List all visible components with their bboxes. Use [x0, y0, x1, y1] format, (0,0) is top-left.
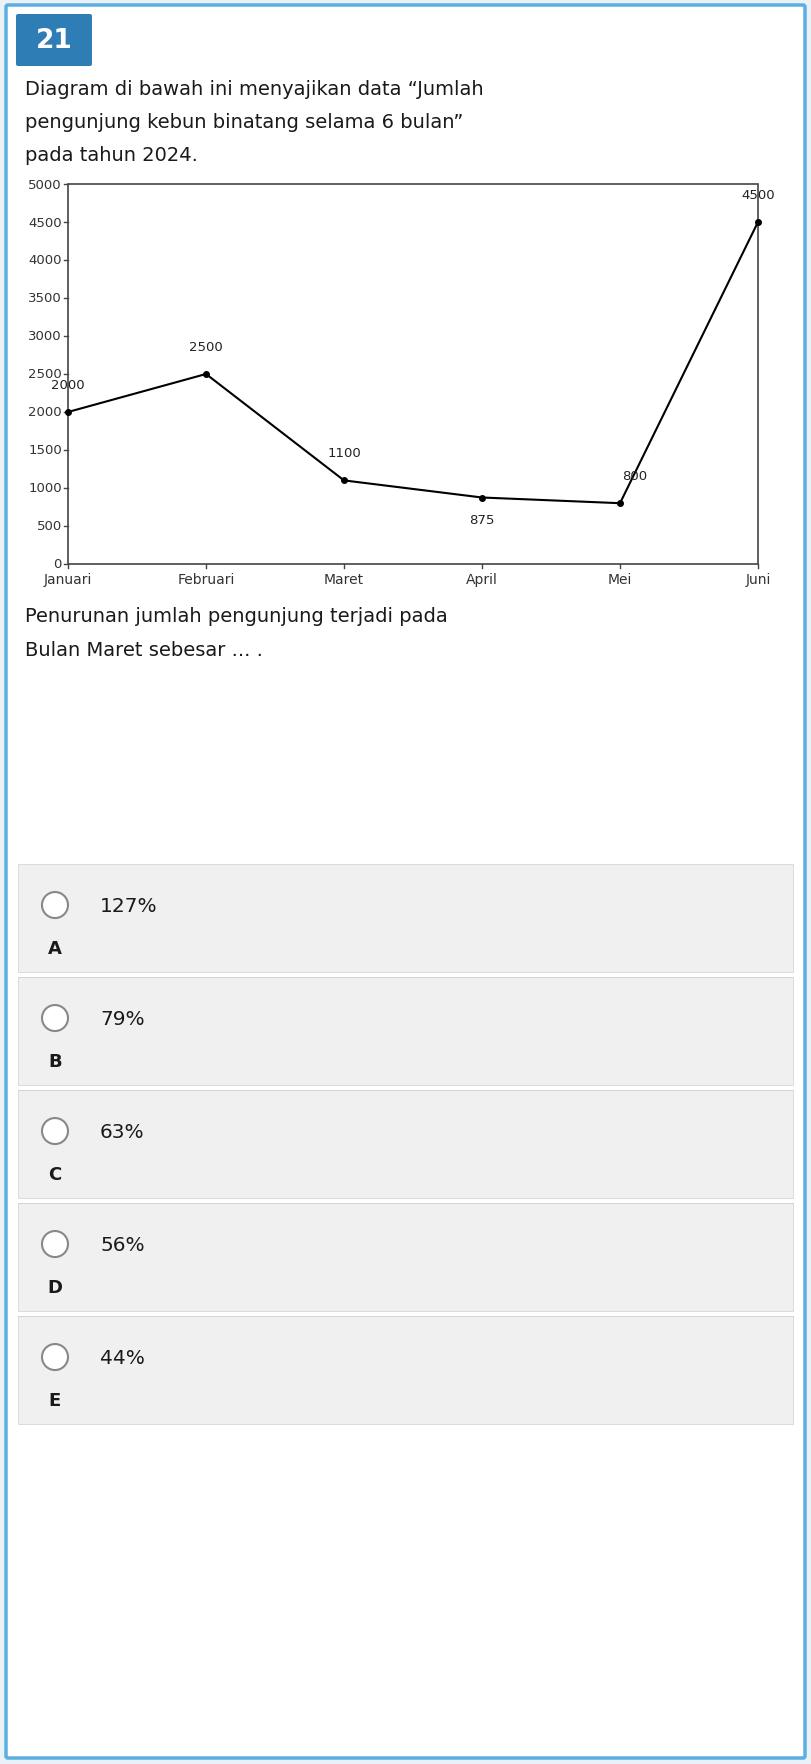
Text: 56%: 56%: [100, 1235, 144, 1254]
Text: 21: 21: [36, 28, 72, 55]
Text: 500: 500: [36, 520, 62, 533]
Text: 5000: 5000: [28, 178, 62, 191]
Text: pada tahun 2024.: pada tahun 2024.: [25, 146, 198, 164]
Text: Februari: Februari: [178, 573, 234, 587]
Text: Juni: Juni: [745, 573, 770, 587]
Bar: [18, 1203, 793, 1311]
Bar: [18, 1090, 793, 1198]
Text: E: E: [49, 1392, 61, 1409]
Circle shape: [42, 1344, 68, 1371]
Text: 2500: 2500: [189, 340, 223, 355]
Bar: [18, 1316, 793, 1424]
Circle shape: [42, 1005, 68, 1032]
Text: 875: 875: [470, 513, 495, 526]
Text: April: April: [466, 573, 498, 587]
FancyBboxPatch shape: [6, 5, 805, 1759]
Bar: [18, 864, 793, 972]
Circle shape: [42, 893, 68, 919]
Text: 2500: 2500: [28, 369, 62, 381]
Text: 44%: 44%: [100, 1348, 145, 1367]
Text: Januari: Januari: [44, 573, 92, 587]
Text: Penurunan jumlah pengunjung terjadi pada: Penurunan jumlah pengunjung terjadi pada: [25, 607, 448, 626]
Text: 800: 800: [622, 469, 647, 483]
Text: 3000: 3000: [28, 330, 62, 344]
Text: 2000: 2000: [28, 406, 62, 420]
Text: 4000: 4000: [28, 254, 62, 268]
Circle shape: [42, 1118, 68, 1145]
Text: 2000: 2000: [51, 379, 85, 392]
Text: B: B: [48, 1053, 62, 1071]
FancyBboxPatch shape: [16, 14, 92, 67]
Circle shape: [42, 1231, 68, 1258]
Text: 1100: 1100: [327, 446, 361, 460]
Text: 0: 0: [54, 557, 62, 572]
Text: 127%: 127%: [100, 896, 157, 916]
Text: 1000: 1000: [28, 482, 62, 496]
Text: 4500: 4500: [28, 217, 62, 229]
Text: Bulan Maret sebesar ... .: Bulan Maret sebesar ... .: [25, 640, 263, 660]
Bar: [68, 185, 758, 564]
Bar: [18, 977, 793, 1085]
Text: D: D: [48, 1279, 62, 1297]
Text: 3500: 3500: [28, 293, 62, 305]
Text: Diagram di bawah ini menyajikan data “Jumlah: Diagram di bawah ini menyajikan data “Ju…: [25, 79, 483, 99]
Text: 63%: 63%: [100, 1122, 144, 1141]
Text: Mei: Mei: [607, 573, 633, 587]
Text: pengunjung kebun binatang selama 6 bulan”: pengunjung kebun binatang selama 6 bulan…: [25, 113, 463, 132]
Text: A: A: [48, 940, 62, 958]
Text: 1500: 1500: [28, 445, 62, 457]
Text: Maret: Maret: [324, 573, 364, 587]
Text: 4500: 4500: [741, 189, 775, 201]
Text: C: C: [49, 1166, 62, 1184]
Text: 79%: 79%: [100, 1009, 144, 1028]
